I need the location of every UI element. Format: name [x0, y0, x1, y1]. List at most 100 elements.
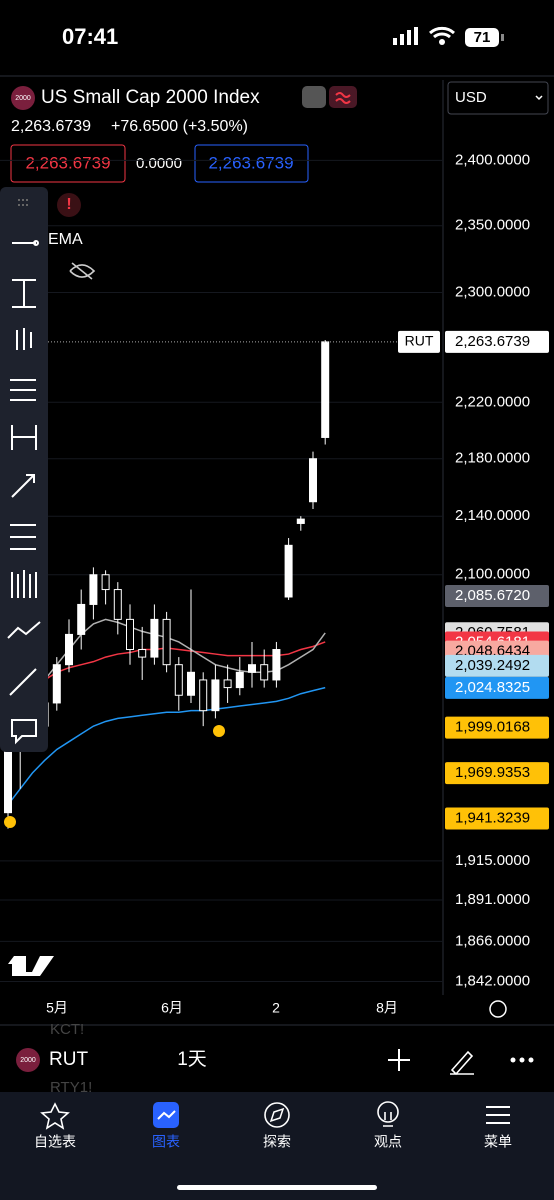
- price-badge: [445, 654, 549, 677]
- candle-body: [309, 458, 317, 503]
- status-icons: [393, 26, 504, 47]
- symbol[interactable]: RUT: [49, 1049, 88, 1070]
- x-tick-label: 6月: [161, 1000, 183, 1016]
- candle-body: [150, 618, 159, 658]
- price-badge-label: 2,039.2492: [455, 657, 530, 674]
- tab-label[interactable]: 观点: [374, 1134, 402, 1150]
- more-button[interactable]: [510, 1057, 534, 1063]
- candle-body: [235, 671, 244, 689]
- symbol-icon-text: 2000: [15, 95, 31, 102]
- last-label-box: [398, 330, 440, 353]
- ghost-text: KCT!: [50, 1021, 84, 1038]
- ghost-text: RTY1!: [50, 1079, 92, 1096]
- candle-body: [248, 664, 256, 673]
- currency: USD: [455, 89, 487, 106]
- draw-button[interactable]: [450, 1050, 474, 1076]
- moving-average: [7, 686, 326, 806]
- toggle[interactable]: [302, 86, 326, 108]
- last-price-box: [445, 330, 549, 353]
- price-badge-label: 2,024.8325: [455, 679, 530, 696]
- candle-body: [138, 649, 147, 658]
- tab-label[interactable]: 菜单: [484, 1134, 512, 1150]
- candle-body: [126, 618, 134, 651]
- tab-label[interactable]: 图表: [152, 1134, 180, 1150]
- change: +76.6500 (+3.50%): [111, 118, 248, 135]
- price-badge: [445, 762, 549, 785]
- sell-button[interactable]: [10, 144, 126, 183]
- candle-body: [272, 649, 281, 681]
- candle-body: [52, 664, 61, 704]
- candle-body: [89, 574, 98, 605]
- price-badge-label: 1,941.3239: [455, 810, 530, 827]
- price-badge: [445, 807, 549, 830]
- alert-mark: !: [66, 196, 71, 213]
- y-tick-label: 2,400.0000: [455, 151, 530, 168]
- candle-body: [65, 633, 73, 666]
- candle-body: [223, 679, 232, 689]
- hide-icon[interactable]: [69, 262, 96, 280]
- candle-body: [260, 664, 269, 681]
- price: 2,263.6739: [11, 118, 91, 135]
- settings-icon[interactable]: [489, 1000, 507, 1018]
- add-button[interactable]: [388, 1049, 410, 1071]
- candle-body: [77, 603, 86, 635]
- symbol-icon: [11, 86, 35, 110]
- price-badge-label: 1,999.0168: [455, 719, 530, 736]
- price-badge: [445, 584, 549, 607]
- drawing-toolbar: [0, 187, 48, 752]
- y-tick-label: 2,220.0000: [455, 393, 530, 410]
- x-tick-label: 5月: [46, 1000, 68, 1016]
- x-tick-label: 8月: [376, 1000, 398, 1016]
- y-tick-label: 1,866.0000: [455, 932, 530, 949]
- event-marker[interactable]: [4, 816, 16, 828]
- candle-body: [321, 341, 330, 438]
- candle-body: [174, 664, 183, 696]
- tab-icon[interactable]: [377, 1101, 399, 1123]
- clock: 07:41: [62, 24, 118, 49]
- y-tick-label: 1,915.0000: [455, 852, 530, 869]
- interval[interactable]: 1天: [177, 1049, 207, 1070]
- tab-label[interactable]: 探索: [263, 1134, 291, 1150]
- instrument-title[interactable]: US Small Cap 2000 Index: [41, 87, 260, 108]
- tab-label[interactable]: 自选表: [34, 1134, 76, 1150]
- y-tick-label: 2,140.0000: [455, 507, 530, 524]
- candle-body: [211, 679, 220, 712]
- tab-icon[interactable]: [264, 1102, 290, 1128]
- event-marker[interactable]: [213, 725, 225, 737]
- logo: [8, 956, 54, 976]
- buy-price: 2,263.6739: [208, 153, 293, 172]
- candle-body: [162, 618, 171, 666]
- price-badge: [445, 676, 549, 699]
- tab-icon[interactable]: [486, 1106, 510, 1124]
- symbol-icon: [16, 1048, 40, 1072]
- y-tick-label: 1,842.0000: [455, 972, 530, 989]
- plot: 2,400.0000 2,350.0000 2,300.0000 2,220.0000…: [0, 80, 549, 1016]
- price-badge: [445, 716, 549, 739]
- buy-button[interactable]: [194, 144, 309, 183]
- currency-select[interactable]: [447, 81, 549, 115]
- indicator-label: EMA: [48, 231, 83, 248]
- candle-body: [296, 518, 305, 524]
- candle-body: [284, 544, 293, 598]
- candle-body: [187, 671, 195, 696]
- last-label: RUT: [405, 333, 434, 349]
- candle-body: [113, 589, 122, 620]
- y-tick-label: 2,300.0000: [455, 283, 530, 300]
- symbol-icon-text: 2000: [20, 1057, 36, 1064]
- spread: 0.0000: [136, 155, 182, 172]
- battery: 71: [474, 29, 491, 46]
- sell-price: 2,263.6739: [25, 153, 110, 172]
- home-indicator: [177, 1185, 377, 1190]
- candle-body: [4, 748, 12, 814]
- toolbar-icons[interactable]: [7, 199, 41, 745]
- candle-body: [101, 574, 110, 591]
- y-tick-label: 2,180.0000: [455, 450, 530, 467]
- price-badge-label: 2,085.6720: [455, 587, 530, 604]
- alert-icon[interactable]: [57, 193, 81, 217]
- toggle[interactable]: [329, 86, 357, 108]
- y-tick-label: 2,350.0000: [455, 217, 530, 234]
- tab-icon[interactable]: [40, 1102, 70, 1130]
- price-badge-label: 1,969.9353: [455, 764, 530, 781]
- x-tick-label: 2: [272, 1000, 280, 1016]
- y-tick-label: 2,100.0000: [455, 566, 530, 583]
